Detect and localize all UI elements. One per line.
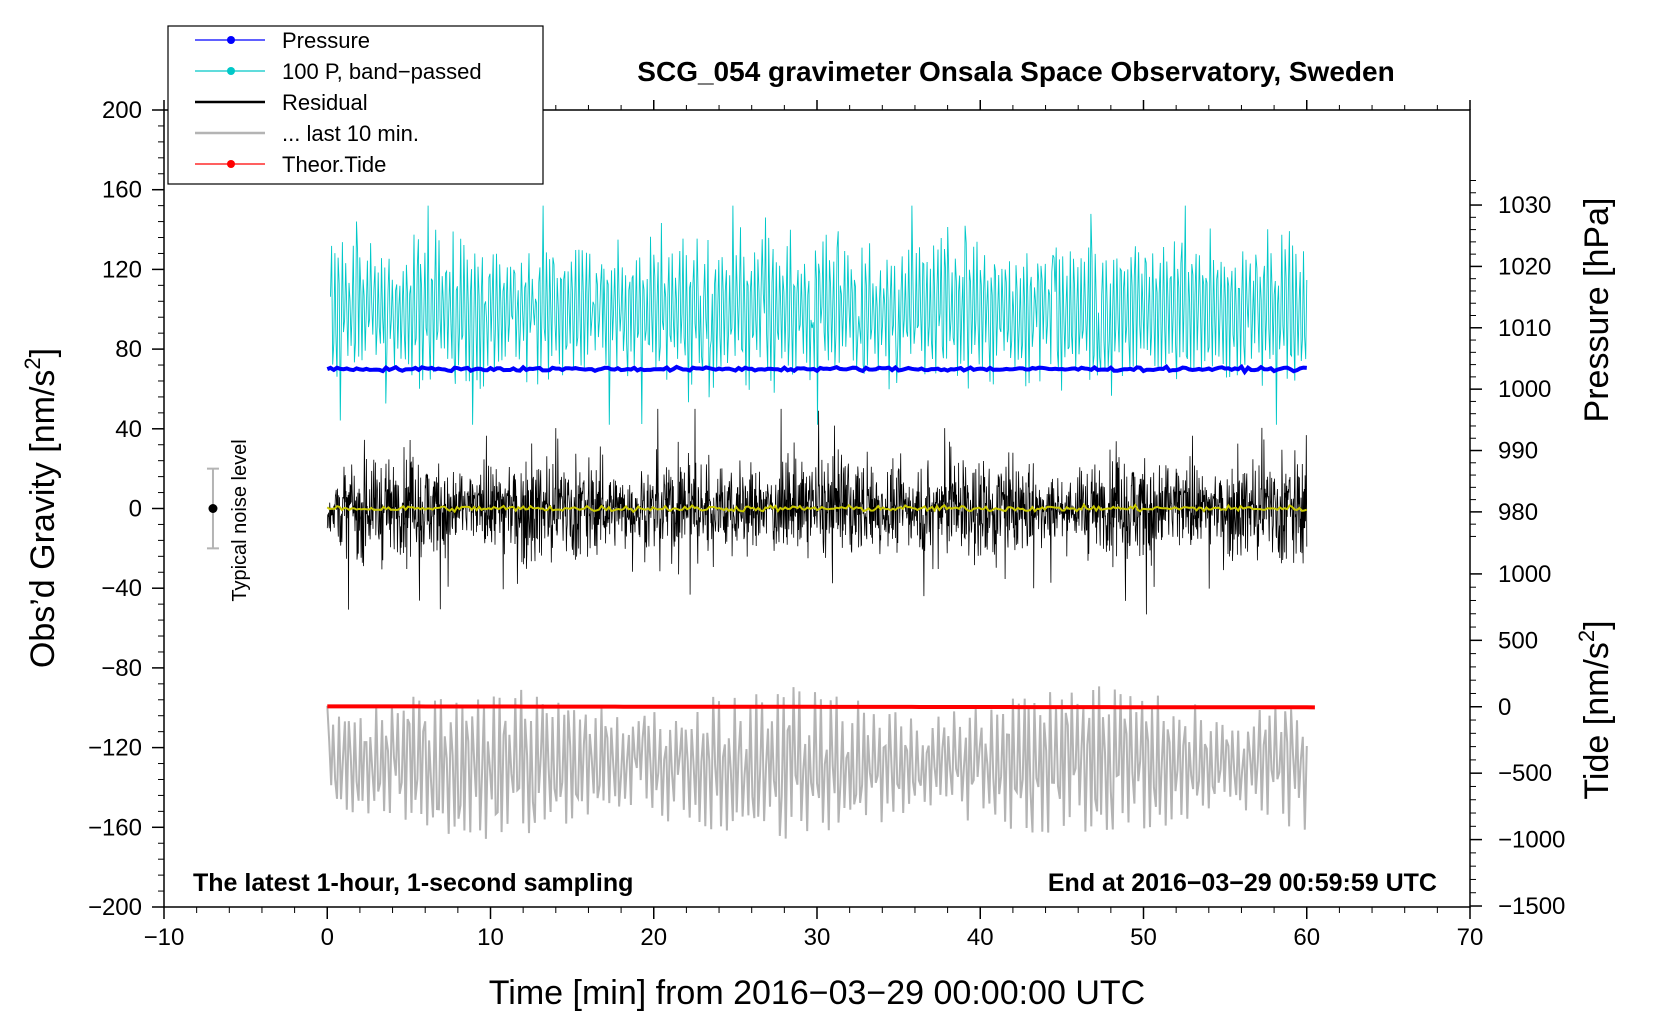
legend-item-4: Theor.Tide xyxy=(195,152,386,177)
legend-item-1: 100 P, band−passed xyxy=(195,59,482,84)
series-pressure xyxy=(326,363,1307,376)
pressure-tick-label-4: 990 xyxy=(1498,438,1538,465)
series-last-10-min xyxy=(326,686,1308,839)
legend-label-4: Theor.Tide xyxy=(282,152,386,177)
y-axis-title-left-end: ] xyxy=(24,348,62,357)
y-axis-title-tide-sup: 2 xyxy=(1574,630,1599,642)
y-tick-label-1: 160 xyxy=(102,177,142,204)
data-layer xyxy=(326,205,1315,839)
x-axis-title: Time [min] from 2016−03−29 00:00:00 UTC xyxy=(489,974,1145,1012)
y-axis-title-tide-main: Tide [nm/s xyxy=(1578,642,1616,799)
x-tick-label-7: 60 xyxy=(1293,924,1320,951)
pressure-tick-label-1: 1020 xyxy=(1498,253,1551,280)
pressure-tick-label-0: 1030 xyxy=(1498,192,1551,219)
legend-item-0: Pressure xyxy=(195,28,370,53)
tide-tick-label-2: 0 xyxy=(1498,694,1511,721)
x-tick-label-3: 20 xyxy=(640,924,667,951)
x-tick-label-8: 70 xyxy=(1457,924,1484,951)
y-tick-label-6: −40 xyxy=(101,575,142,602)
x-tick-label-1: 0 xyxy=(321,924,334,951)
tide-tick-label-0: 1000 xyxy=(1498,561,1551,588)
y-tick-label-5: 0 xyxy=(129,496,142,523)
legend-item-2: Residual xyxy=(195,90,368,115)
y-axis-title-left-sup: 2 xyxy=(20,357,45,369)
noise-level-indicator: Typical noise level xyxy=(206,439,251,602)
tide-tick-label-1: 500 xyxy=(1498,627,1538,654)
x-tick-label-4: 30 xyxy=(804,924,831,951)
y-tick-label-8: −120 xyxy=(88,735,142,762)
series-residual-smoothed xyxy=(326,502,1308,514)
y-tick-label-0: 200 xyxy=(102,97,142,124)
y-axis-title-tide: Tide [nm/s2] xyxy=(1574,620,1616,799)
noise-level-label: Typical noise level xyxy=(229,439,251,601)
y-tick-label-10: −200 xyxy=(88,894,142,921)
tide-tick-label-3: −500 xyxy=(1498,760,1552,787)
pressure-tick-label-3: 1000 xyxy=(1498,376,1551,403)
legend-item-3: ... last 10 min. xyxy=(195,121,419,146)
y-axis-title-left: Obs’d Gravity [nm/s2] xyxy=(20,348,62,668)
bottom-right-note: End at 2016−03−29 00:59:59 UTC xyxy=(1048,869,1437,897)
y-axis-title-tide-end: ] xyxy=(1578,620,1616,629)
legend-label-3: ... last 10 min. xyxy=(282,121,419,146)
y-axis-title-left-main: Obs’d Gravity [nm/s xyxy=(24,370,62,669)
bottom-left-note: The latest 1-hour, 1-second sampling xyxy=(193,869,633,897)
tide-tick-label-5: −1500 xyxy=(1498,893,1565,920)
chart-title: SCG_054 gravimeter Onsala Space Observat… xyxy=(637,56,1394,87)
axes-layer: −10 0 10 20 30 40 50 60 7020016012080400−40−80−1… xyxy=(88,97,1565,951)
pressure-tick-label-5: 980 xyxy=(1498,499,1538,526)
y-tick-label-4: 40 xyxy=(115,416,142,443)
legend-label-2: Residual xyxy=(282,90,368,115)
legend-label-0: Pressure xyxy=(282,28,370,53)
y-axis-title-pressure: Pressure [hPa] xyxy=(1578,198,1616,423)
y-tick-label-9: −160 xyxy=(88,814,142,841)
legend-box xyxy=(167,25,544,185)
y-tick-label-2: 120 xyxy=(102,256,142,283)
tide-tick-label-4: −1000 xyxy=(1498,827,1565,854)
x-tick-label-6: 50 xyxy=(1130,924,1157,951)
noise-bar-dot xyxy=(208,504,218,513)
x-tick-label-2: 10 xyxy=(477,924,504,951)
legend-marker-0 xyxy=(227,36,235,44)
y-tick-label-3: 80 xyxy=(115,336,142,363)
legend: Pressure 100 P, band−passed Residual ... la… xyxy=(167,25,544,185)
pressure-tick-label-2: 1010 xyxy=(1498,315,1551,342)
series-theor-tide xyxy=(327,704,1315,710)
y-tick-label-7: −80 xyxy=(101,655,142,682)
x-tick-label-5: 40 xyxy=(967,924,994,951)
legend-label-1: 100 P, band−passed xyxy=(282,59,482,84)
legend-marker-1 xyxy=(227,67,235,75)
legend-marker-4 xyxy=(227,160,235,168)
series-band-passed-pressure xyxy=(330,205,1308,425)
x-tick-label-0: −10 xyxy=(144,924,185,951)
series-residual xyxy=(326,408,1308,615)
